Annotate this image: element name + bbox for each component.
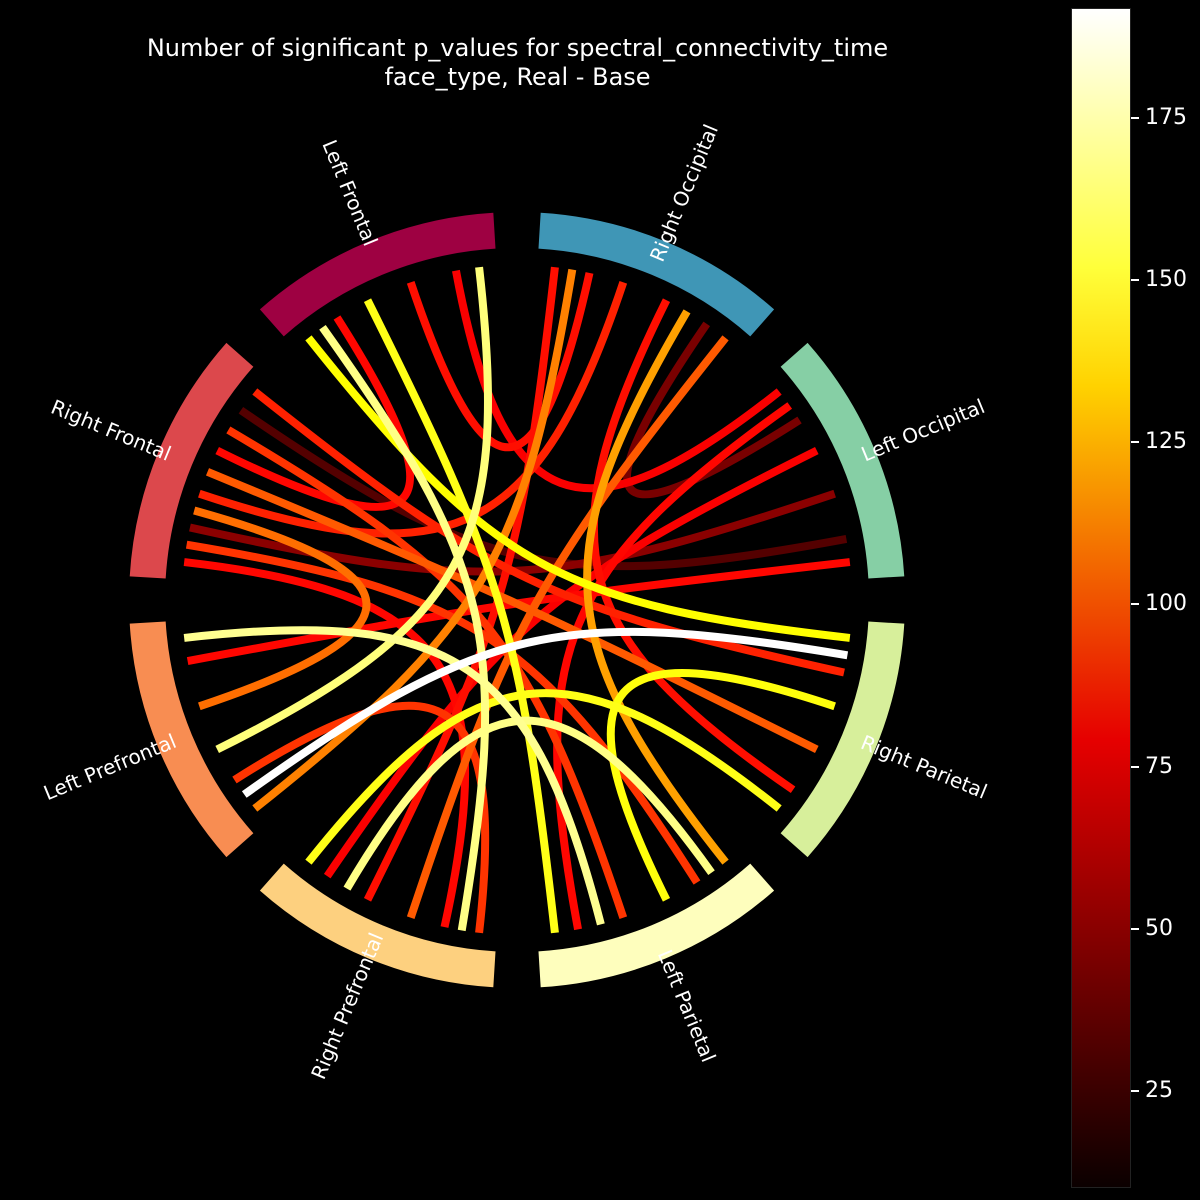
node-label-left-prefrontal: Left Prefrontal xyxy=(40,729,180,805)
node-arc-right-prefrontal xyxy=(259,863,496,988)
colorbar-tick-label: 175 xyxy=(1145,105,1187,131)
link-left-frontal-to-right-frontal xyxy=(215,315,415,511)
link-right-prefrontal-to-right-frontal xyxy=(183,558,470,928)
node-label-right-occipital: Right Occipital xyxy=(645,121,723,265)
colorbar-tick xyxy=(1131,1089,1139,1092)
chord-links xyxy=(183,266,851,934)
node-arc-right-parietal xyxy=(780,621,905,858)
link-left-frontal-to-left-parietal xyxy=(363,298,559,934)
link-right-prefrontal-to-left-prefrontal xyxy=(232,701,490,934)
node-arc-left-prefrontal xyxy=(129,621,254,858)
link-left-frontal-to-right-parietal xyxy=(305,335,851,642)
colorbar-tick xyxy=(1131,441,1139,444)
node-label-left-occipital: Left Occipital xyxy=(858,394,988,466)
colorbar-tick-label: 50 xyxy=(1145,915,1173,941)
colorbar-tick xyxy=(1131,117,1139,120)
node-arc-left-frontal xyxy=(259,212,496,337)
colorbar-tick-label: 150 xyxy=(1145,267,1187,293)
link-right-parietal-to-right-frontal xyxy=(252,388,845,677)
link-right-occipital-to-left-parietal xyxy=(583,309,729,865)
link-left-occipital-to-left-parietal xyxy=(553,402,793,931)
chord-diagram: Left Frontal Right Occipital Left Occipita… xyxy=(40,121,991,1083)
link-left-occipital-to-right-prefrontal xyxy=(323,446,819,879)
link-left-parietal-to-left-prefrontal xyxy=(183,626,605,926)
colorbar-tick-label: 100 xyxy=(1145,591,1187,617)
link-left-prefrontal-to-right-frontal xyxy=(193,506,371,711)
chart-subtitle: face_type, Real - Base xyxy=(384,63,651,91)
link-right-parietal-to-right-frontal xyxy=(205,468,819,754)
link-right-parietal-to-left-parietal xyxy=(606,668,836,902)
chart-title: Number of significant p_values for spect… xyxy=(146,34,889,62)
link-left-frontal-to-right-prefrontal xyxy=(319,324,490,932)
link-right-occipital-to-right-parietal xyxy=(589,298,796,794)
colorbar xyxy=(1071,8,1131,1188)
node-label-right-parietal: Right Parietal xyxy=(858,730,991,804)
chart-title-block: Number of significant p_values for spect… xyxy=(0,34,1035,92)
colorbar-tick xyxy=(1131,765,1139,768)
link-right-occipital-to-left-prefrontal xyxy=(252,268,577,812)
link-left-frontal-to-left-occipital xyxy=(452,269,782,493)
colorbar-tick-label: 25 xyxy=(1145,1077,1173,1103)
node-label-left-parietal: Left Parietal xyxy=(653,946,721,1065)
node-arc-right-frontal xyxy=(129,342,254,579)
node-label-right-frontal: Right Frontal xyxy=(48,395,175,466)
colorbar-tick xyxy=(1131,603,1139,606)
colorbar-tick-label: 75 xyxy=(1145,753,1173,779)
link-right-parietal-to-right-prefrontal xyxy=(305,689,782,865)
link-left-frontal-to-right-occipital xyxy=(406,272,594,452)
link-right-frontal-to-left-parietal xyxy=(226,426,628,919)
node-arc-right-occipital xyxy=(538,212,775,337)
node-label-right-prefrontal: Right Prefrontal xyxy=(306,929,388,1083)
colorbar-tick-label: 125 xyxy=(1145,429,1187,455)
link-right-occipital-to-left-occipital xyxy=(623,321,802,499)
node-arc-left-parietal xyxy=(538,863,775,988)
node-label-left-frontal: Left Frontal xyxy=(317,136,382,249)
node-arc-left-occipital xyxy=(780,342,905,579)
link-left-frontal-to-left-prefrontal xyxy=(215,266,493,754)
colorbar-tick xyxy=(1131,279,1139,282)
link-right-parietal-to-left-prefrontal xyxy=(241,627,849,798)
colorbar-tick xyxy=(1131,927,1139,930)
link-left-parietal-to-right-frontal xyxy=(185,540,701,885)
